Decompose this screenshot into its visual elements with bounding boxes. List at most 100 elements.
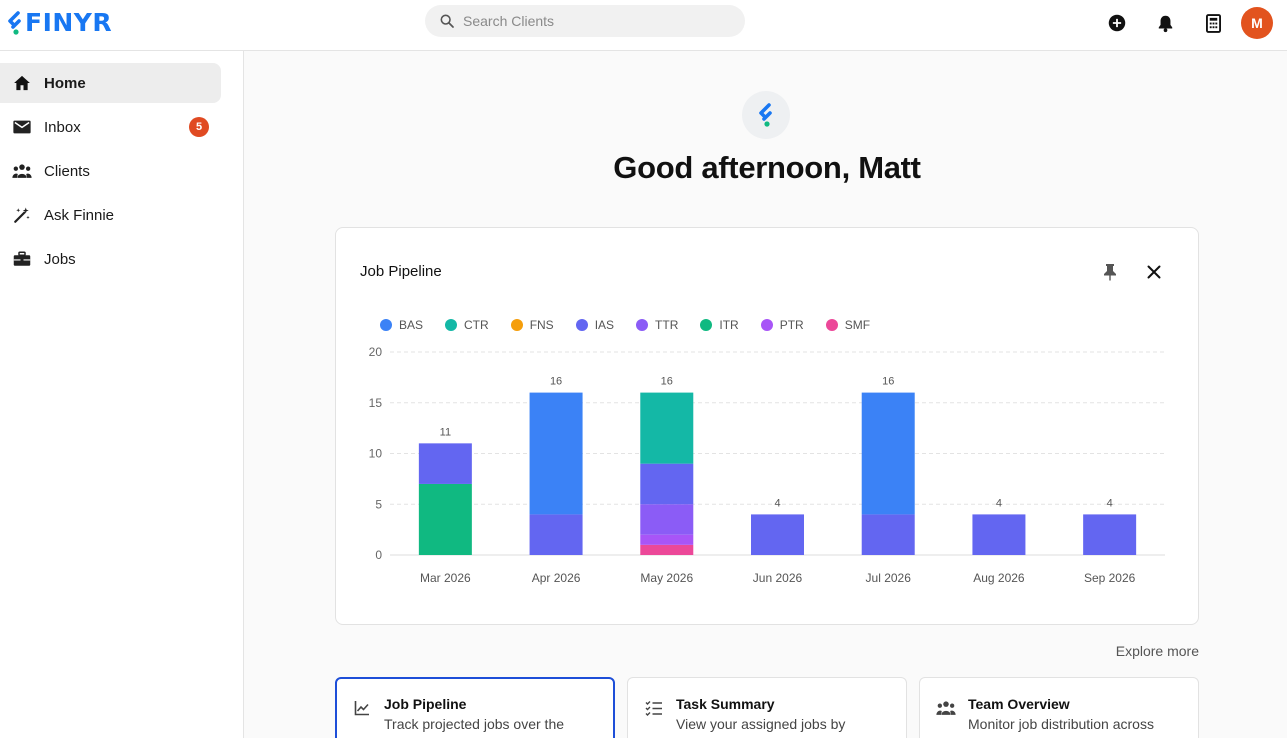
- job-pipeline-card: Job Pipeline BAS CTR FNS IAS TTR ITR PTR SMF 0 5…: [335, 227, 1199, 625]
- bar-segment-ias: [418, 443, 472, 484]
- legend-item-ptr[interactable]: PTR: [760, 318, 804, 332]
- widget-card-title: Team Overview: [968, 696, 1070, 712]
- search-bar[interactable]: [425, 5, 745, 37]
- pin-icon[interactable]: [1100, 262, 1120, 282]
- briefcase-icon: [12, 249, 32, 269]
- chart-legend: BAS CTR FNS IAS TTR ITR PTR SMF: [380, 318, 892, 332]
- widget-card-job-pipeline[interactable]: Job Pipeline Track projected jobs over t…: [335, 677, 615, 738]
- y-tick-label: 0: [375, 548, 382, 562]
- bar-total-label: 16: [550, 376, 562, 388]
- widget-card-description: Track projected jobs over the: [384, 716, 565, 732]
- sidebar-item-ask-finnie[interactable]: Ask Finnie: [0, 195, 221, 235]
- greeting-heading: Good afternoon, Matt: [613, 150, 921, 185]
- legend-swatch: [575, 319, 588, 331]
- finnie-logo: [742, 91, 790, 139]
- y-tick-label: 5: [375, 497, 382, 511]
- inbox-count-badge: 5: [189, 117, 209, 137]
- bar-segment-itr: [418, 483, 472, 555]
- user-avatar[interactable]: M: [1241, 7, 1273, 39]
- sidebar-item-jobs[interactable]: Jobs: [0, 239, 221, 279]
- x-tick-label: Mar 2026: [420, 571, 471, 585]
- team-icon: [936, 698, 956, 718]
- legend-swatch: [760, 319, 773, 331]
- sidebar-item-label: Jobs: [44, 250, 76, 268]
- legend-label: PTR: [779, 318, 804, 332]
- bar-total-label: 4: [1107, 497, 1113, 509]
- checklist-icon: [644, 698, 664, 718]
- x-tick-label: May 2026: [640, 571, 693, 585]
- people-icon: [12, 161, 32, 181]
- bar-segment-smf: [640, 544, 694, 555]
- legend-item-ttr[interactable]: TTR: [636, 318, 678, 332]
- card-title: Job Pipeline: [360, 263, 442, 280]
- sidebar-item-label: Inbox: [44, 118, 81, 136]
- bell-icon[interactable]: [1154, 12, 1176, 34]
- search-input[interactable]: [463, 13, 723, 29]
- sidebar-item-home[interactable]: Home: [0, 63, 221, 103]
- y-tick-label: 20: [369, 345, 383, 359]
- widget-card-description: Monitor job distribution across: [968, 716, 1154, 732]
- x-tick-label: Aug 2026: [973, 571, 1025, 585]
- bar-segment-ias: [972, 514, 1026, 555]
- legend-item-ias[interactable]: IAS: [575, 318, 615, 332]
- top-bar: FINYR M: [0, 0, 1287, 51]
- legend-item-itr[interactable]: ITR: [700, 318, 739, 332]
- legend-label: IAS: [594, 318, 615, 332]
- finyr-logo-icon: [8, 11, 21, 35]
- legend-label: TTR: [655, 318, 679, 332]
- add-circle-icon[interactable]: [1106, 12, 1128, 34]
- close-icon[interactable]: [1144, 262, 1164, 282]
- sidebar: Home Inbox 5 Clients Ask Finnie Jobs: [0, 51, 244, 738]
- logo[interactable]: FINYR: [6, 9, 112, 37]
- x-tick-label: Sep 2026: [1084, 571, 1136, 585]
- logo-text: FINYR: [25, 8, 113, 37]
- sidebar-item-label: Ask Finnie: [44, 206, 115, 224]
- legend-swatch: [636, 319, 649, 331]
- explore-more-link[interactable]: Explore more: [1115, 643, 1199, 659]
- legend-label: SMF: [844, 318, 871, 332]
- bar-total-label: 16: [661, 376, 673, 388]
- x-tick-label: Jun 2026: [753, 571, 803, 585]
- x-tick-label: Apr 2026: [532, 571, 581, 585]
- bar-segment-ias: [529, 514, 583, 555]
- bar-segment-ias: [751, 514, 804, 555]
- bar-segment-ias: [861, 514, 915, 555]
- sidebar-item-inbox[interactable]: Inbox 5: [0, 107, 221, 147]
- y-tick-label: 10: [369, 447, 383, 461]
- widget-card-team-overview[interactable]: Team Overview Monitor job distribution a…: [919, 677, 1199, 738]
- legend-label: CTR: [464, 318, 489, 332]
- legend-label: BAS: [399, 318, 424, 332]
- widget-card-description: View your assigned jobs by: [676, 716, 846, 732]
- line-chart-icon: [352, 698, 372, 718]
- legend-swatch: [825, 319, 838, 331]
- bar-segment-ias: [640, 463, 694, 505]
- legend-item-bas[interactable]: BAS: [380, 318, 423, 332]
- bar-total-label: 16: [882, 376, 894, 388]
- bar-segment-bas: [529, 392, 583, 515]
- sidebar-item-label: Home: [44, 74, 86, 92]
- legend-label: ITR: [719, 318, 739, 332]
- bar-total-label: 4: [996, 497, 1002, 509]
- bar-segment-bas: [861, 392, 915, 515]
- finyr-logo-icon: [759, 103, 772, 127]
- legend-label: FNS: [529, 318, 554, 332]
- sidebar-item-clients[interactable]: Clients: [0, 151, 221, 191]
- calculator-icon[interactable]: [1202, 12, 1224, 34]
- widget-card-task-summary[interactable]: Task Summary View your assigned jobs by: [627, 677, 907, 738]
- legend-item-smf[interactable]: SMF: [825, 318, 871, 332]
- home-icon: [12, 73, 32, 93]
- x-tick-label: Jul 2026: [866, 571, 912, 585]
- widget-card-title: Task Summary: [676, 696, 775, 712]
- bar-segment-ias: [1083, 514, 1137, 555]
- widget-card-title: Job Pipeline: [384, 696, 467, 712]
- bar-segment-ctr: [640, 392, 694, 464]
- bar-total-label: 11: [440, 426, 451, 438]
- job-pipeline-chart: 0 5 10 15 20 11 Mar 2026 16 Apr 2026 16 May 2026 4 J…: [369, 345, 1165, 585]
- search-icon: [440, 14, 454, 28]
- legend-item-fns[interactable]: FNS: [510, 318, 554, 332]
- legend-swatch: [380, 319, 392, 331]
- legend-swatch: [445, 319, 458, 331]
- magic-wand-icon: [12, 205, 32, 225]
- legend-item-ctr[interactable]: CTR: [445, 318, 489, 332]
- y-tick-label: 15: [369, 396, 383, 410]
